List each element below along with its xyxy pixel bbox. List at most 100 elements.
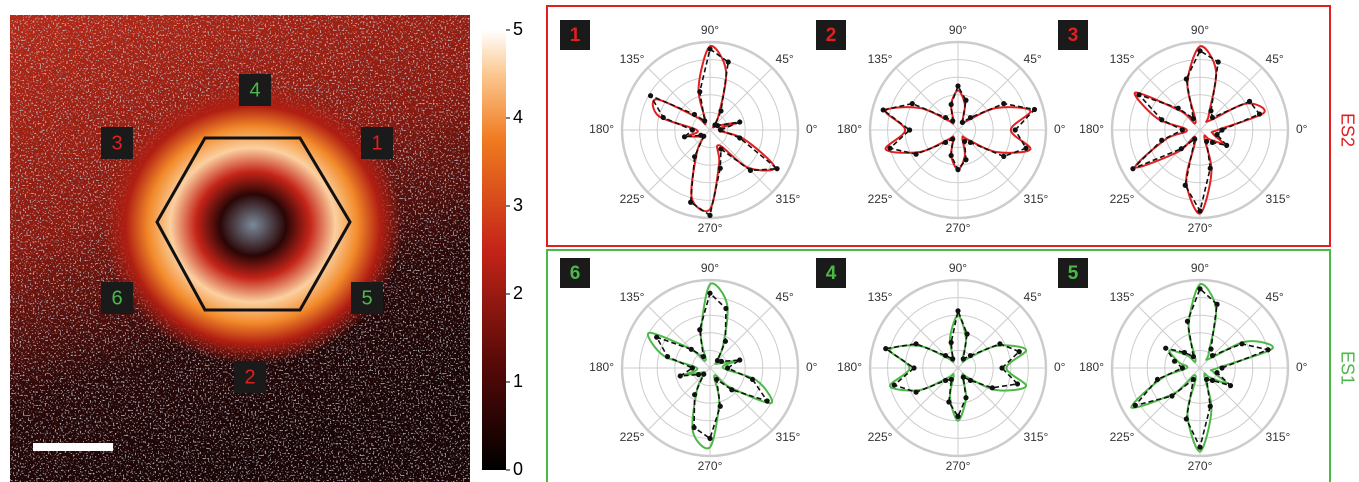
angle-label: 315°	[1024, 430, 1049, 444]
data-point	[1032, 107, 1037, 112]
angle-label: 135°	[620, 290, 645, 304]
data-point	[911, 365, 916, 370]
data-point	[968, 115, 973, 120]
data-point	[968, 353, 973, 358]
data-point	[950, 118, 955, 123]
data-point	[1184, 416, 1189, 421]
angle-label: 180°	[1079, 360, 1104, 374]
angle-label: 180°	[837, 122, 862, 136]
data-point	[1210, 140, 1215, 145]
data-point	[1208, 346, 1213, 351]
angle-label: 225°	[1110, 192, 1135, 206]
polar-panel: 0°45°90°135°180°225°270°315°	[837, 261, 1066, 473]
angle-label: 0°	[806, 122, 818, 136]
panel-number: 2	[826, 25, 837, 46]
data-point	[962, 139, 967, 144]
angle-label: 270°	[1188, 459, 1213, 473]
angle-label: 45°	[1024, 52, 1042, 66]
angle-label: 90°	[701, 23, 719, 37]
angle-label: 0°	[1054, 360, 1066, 374]
scale-bar	[33, 443, 113, 451]
data-point	[692, 392, 697, 397]
data-point	[1219, 365, 1224, 370]
angle-label: 45°	[776, 52, 794, 66]
data-point	[1182, 350, 1187, 355]
data-point	[718, 127, 723, 132]
data-point	[949, 340, 954, 345]
data-point	[726, 59, 731, 64]
angle-label: 225°	[620, 192, 645, 206]
site-label: 4	[249, 79, 260, 101]
angle-label: 135°	[620, 52, 645, 66]
angle-label: 315°	[1266, 192, 1291, 206]
data-point	[696, 372, 701, 377]
data-point	[689, 347, 694, 352]
polar-panel: 0°45°90°135°180°225°270°315°	[589, 23, 818, 235]
group-label: ES2	[1337, 113, 1357, 147]
site-label: 1	[371, 132, 382, 154]
data-point	[1184, 76, 1189, 81]
data-point	[1197, 48, 1202, 53]
data-point	[1197, 445, 1202, 450]
data-point	[1204, 377, 1209, 382]
data-point	[1179, 146, 1184, 151]
data-point	[1159, 117, 1164, 122]
emission-ring	[103, 85, 403, 365]
angle-label: 135°	[868, 290, 893, 304]
es1-box	[547, 250, 1330, 482]
data-point	[1214, 132, 1219, 137]
angle-label: 90°	[949, 23, 967, 37]
site-label: 2	[244, 366, 255, 388]
data-point	[1013, 127, 1018, 132]
data-point	[913, 341, 918, 346]
data-point	[955, 308, 960, 313]
colorbar-tick-label: 3	[513, 195, 523, 215]
data-point	[729, 387, 734, 392]
angle-label: 135°	[868, 52, 893, 66]
angle-label: 0°	[1296, 122, 1308, 136]
angle-label: 0°	[1296, 360, 1308, 374]
angle-label: 180°	[1079, 122, 1104, 136]
data-point	[1210, 115, 1215, 120]
angle-label: 315°	[776, 192, 801, 206]
data-point	[690, 365, 695, 370]
group-label: ES1	[1337, 351, 1357, 385]
data-point	[1023, 146, 1028, 151]
data-point	[1214, 302, 1219, 307]
angle-label: 45°	[1266, 52, 1284, 66]
angle-label: 180°	[837, 360, 862, 374]
angle-label: 45°	[1266, 290, 1284, 304]
angle-label: 135°	[1110, 290, 1135, 304]
panel-number: 3	[1068, 25, 1079, 46]
site-label: 3	[111, 132, 122, 154]
data-point	[1172, 359, 1177, 364]
polar-panel: 0°45°90°135°180°225°270°315°	[1079, 261, 1308, 473]
angle-label: 180°	[589, 360, 614, 374]
angle-label: 0°	[1054, 122, 1066, 136]
data-point	[748, 168, 753, 173]
data-point	[1136, 92, 1141, 97]
data-point	[907, 127, 912, 132]
data-point	[718, 108, 723, 113]
angle-grid	[648, 130, 710, 192]
data-point	[955, 83, 960, 88]
data-point	[1219, 127, 1224, 132]
panel-number: 6	[570, 263, 581, 284]
data-point	[961, 375, 966, 380]
angle-label: 90°	[949, 261, 967, 275]
data-point	[1163, 346, 1168, 351]
data-point	[1180, 127, 1185, 132]
data-point	[943, 378, 948, 383]
data-point	[707, 436, 712, 441]
data-point	[1208, 166, 1213, 171]
data-point	[750, 377, 755, 382]
data-point	[1192, 137, 1197, 142]
measured-curve	[1133, 51, 1260, 211]
data-point	[1210, 353, 1215, 358]
data-point	[718, 146, 723, 151]
data-point	[1001, 101, 1006, 106]
angle-label: 315°	[1024, 192, 1049, 206]
angle-label: 315°	[1266, 430, 1291, 444]
colorbar	[482, 30, 506, 470]
data-point	[892, 382, 897, 387]
